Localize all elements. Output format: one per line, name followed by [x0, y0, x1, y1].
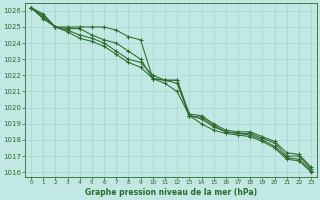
X-axis label: Graphe pression niveau de la mer (hPa): Graphe pression niveau de la mer (hPa) [85, 188, 257, 197]
